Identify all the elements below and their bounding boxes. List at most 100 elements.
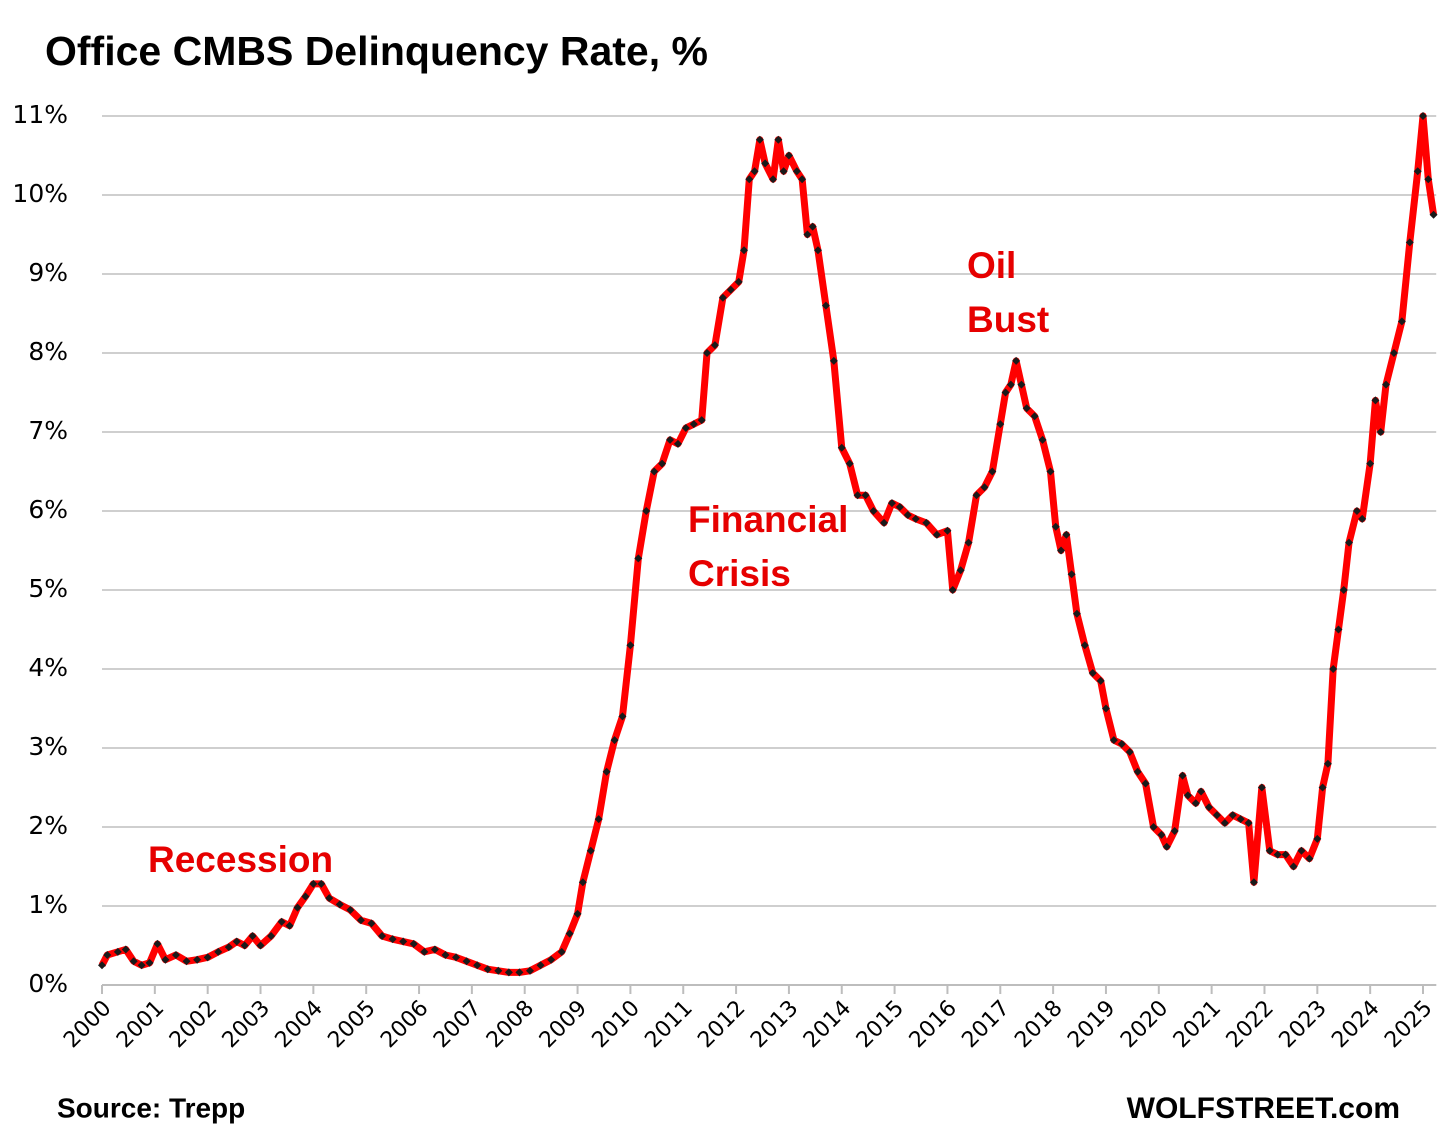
- data-point: [325, 894, 334, 903]
- data-point: [526, 966, 535, 975]
- data-point: [1244, 819, 1253, 828]
- x-tick-label: 2013: [746, 996, 803, 1053]
- data-line: [98, 112, 1438, 976]
- data-point: [932, 530, 941, 539]
- data-point: [673, 439, 682, 448]
- data-point: [1197, 787, 1206, 796]
- data-point: [779, 167, 788, 176]
- data-point: [267, 932, 276, 941]
- x-tick-label: 2007: [429, 996, 486, 1053]
- x-tick-label: 2014: [799, 996, 856, 1053]
- data-point: [658, 459, 667, 468]
- x-tick-label: 2018: [1010, 996, 1067, 1053]
- data-point: [367, 919, 376, 928]
- data-point: [113, 947, 122, 956]
- data-point: [1323, 759, 1332, 768]
- data-point: [1001, 388, 1010, 397]
- data-point: [536, 961, 545, 970]
- data-point: [1012, 356, 1021, 365]
- data-point: [734, 277, 743, 286]
- data-point: [626, 641, 635, 650]
- data-point: [792, 167, 801, 176]
- data-point: [1382, 380, 1391, 389]
- data-point: [1413, 167, 1422, 176]
- data-point: [1080, 641, 1089, 650]
- data-point: [483, 965, 492, 974]
- data-point: [1429, 210, 1438, 219]
- data-point: [1389, 349, 1398, 357]
- data-point: [214, 947, 223, 956]
- data-point: [681, 424, 690, 433]
- data-point: [103, 950, 112, 959]
- data-point: [378, 932, 387, 941]
- data-point: [1257, 783, 1266, 792]
- data-point: [335, 900, 344, 909]
- data-point: [610, 736, 619, 745]
- data-point: [750, 167, 759, 176]
- data-point: [171, 950, 180, 959]
- data-point: [853, 491, 862, 500]
- data-point: [1133, 767, 1142, 776]
- data-point: [1038, 435, 1047, 444]
- data-point: [761, 159, 770, 168]
- data-point: [430, 945, 439, 954]
- data-point: [829, 356, 838, 365]
- data-point: [1329, 665, 1338, 673]
- data-point: [409, 939, 418, 948]
- data-point: [193, 955, 202, 964]
- data-point: [996, 420, 1005, 429]
- data-point: [943, 526, 952, 535]
- data-point: [861, 491, 870, 500]
- data-point: [301, 892, 310, 901]
- data-point: [1313, 834, 1322, 843]
- x-tick-label: 2011: [640, 996, 697, 1053]
- data-point: [1125, 747, 1134, 756]
- y-tick-label: 1%: [28, 890, 68, 919]
- data-point: [642, 507, 651, 515]
- data-point: [1109, 736, 1118, 745]
- data-point: [703, 349, 712, 357]
- data-point: [1281, 850, 1290, 859]
- data-point: [388, 935, 397, 944]
- y-tick-label: 6%: [28, 495, 68, 524]
- data-point: [1228, 811, 1237, 820]
- data-point: [224, 943, 233, 952]
- y-tick-label: 11%: [12, 100, 68, 129]
- data-point: [895, 503, 904, 512]
- data-point: [697, 416, 706, 425]
- data-point: [256, 941, 265, 950]
- x-tick-label: 2020: [1116, 996, 1173, 1053]
- y-tick-label: 4%: [28, 653, 68, 682]
- x-tick-label: 2024: [1327, 996, 1384, 1053]
- x-tick-label: 2006: [376, 996, 433, 1053]
- x-tick-label: 2017: [957, 996, 1014, 1053]
- x-tick-label: 2025: [1380, 996, 1437, 1053]
- x-tick-label: 2012: [693, 996, 750, 1053]
- data-point: [1212, 811, 1221, 820]
- data-point: [869, 507, 878, 515]
- data-point: [1057, 546, 1066, 555]
- data-point: [309, 879, 318, 888]
- data-point: [880, 518, 889, 527]
- x-tick-label: 2009: [535, 996, 592, 1053]
- data-point: [98, 961, 106, 970]
- data-point: [586, 846, 595, 855]
- data-point: [1289, 862, 1298, 871]
- y-tick-label: 7%: [28, 416, 68, 445]
- data-point: [153, 939, 162, 948]
- x-tick-label: 2019: [1063, 996, 1120, 1053]
- data-point: [689, 420, 698, 429]
- data-point: [1067, 570, 1076, 579]
- data-point: [277, 917, 286, 926]
- data-point: [618, 712, 627, 721]
- data-point: [232, 937, 241, 946]
- data-point: [1183, 791, 1192, 800]
- annotation: Bust: [967, 299, 1049, 340]
- data-point: [578, 878, 587, 887]
- data-point: [964, 538, 973, 547]
- y-tick-label: 2%: [28, 811, 68, 840]
- data-point: [1339, 586, 1348, 594]
- data-point: [1017, 380, 1026, 389]
- data-point: [774, 135, 783, 144]
